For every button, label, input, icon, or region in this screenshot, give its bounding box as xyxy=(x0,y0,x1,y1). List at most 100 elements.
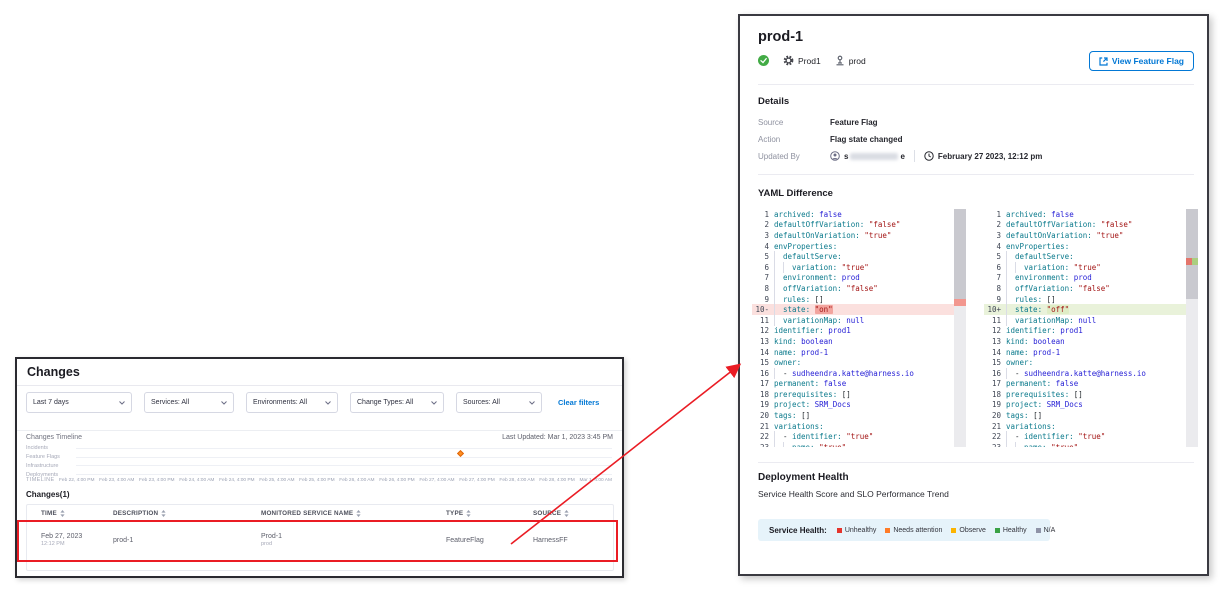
updated-by-name-redacted xyxy=(850,152,899,160)
legend-items: Unhealthy Needs attention Observe Healthy N/… xyxy=(836,526,1055,534)
yaml-token: prod xyxy=(1073,273,1092,283)
timeline-tick: Feb 28, 4:00 AM xyxy=(499,477,535,483)
filter-select-value: Sources: All xyxy=(463,399,500,406)
service-health-legend-title: Service Health: xyxy=(769,525,827,535)
yaml-token: false xyxy=(819,209,842,219)
yaml-token: owner: xyxy=(1006,358,1034,368)
yaml-token: kind: xyxy=(774,336,802,346)
line-number: 21 xyxy=(759,421,769,431)
yaml-token: prod-1 xyxy=(1033,347,1061,357)
diff-minimap xyxy=(954,209,966,447)
sort-icon xyxy=(466,509,471,517)
column-header-description[interactable]: DESCRIPTION xyxy=(113,509,261,517)
detail-title: prod-1 xyxy=(758,29,804,45)
yaml-token: tags: xyxy=(774,411,802,421)
legend-label: Healthy xyxy=(1002,526,1027,534)
line-number: 5 xyxy=(764,252,769,262)
last-updated-text: Last Updated: Mar 1, 2023 3:45 PM xyxy=(502,434,613,441)
indent-guide xyxy=(774,261,783,273)
line-number: 14 xyxy=(991,347,1001,357)
indent-guide xyxy=(1006,314,1015,326)
view-feature-flag-button[interactable]: View Feature Flag xyxy=(1088,51,1194,71)
line-number: 17 xyxy=(759,379,769,389)
line-number: 22 xyxy=(991,432,1001,442)
yaml-token: defaultOnVariation: xyxy=(1006,230,1097,240)
table-row[interactable]: Feb 27, 2023 12:12 PM prod-1 Prod-1 prod Feat… xyxy=(27,522,613,558)
sort-icon xyxy=(60,509,65,517)
line-number: 12 xyxy=(991,326,1001,336)
filter-select-2[interactable]: Environments: All xyxy=(246,392,338,413)
chevron-down-icon xyxy=(431,400,437,405)
timeline-tick: Feb 26, 4:00 PM xyxy=(379,477,415,483)
filter-select-3[interactable]: Change Types: All xyxy=(350,392,444,413)
yaml-line-17: 17 permanent: false xyxy=(984,379,1198,390)
line-number: 8 xyxy=(764,283,769,293)
changes-panel-header: Changes xyxy=(17,359,622,386)
yaml-token: "true" xyxy=(864,230,892,240)
yaml-line-12: 12 identifier: prod1 xyxy=(984,326,1198,337)
filter-select-0[interactable]: Last 7 days xyxy=(26,392,132,413)
column-header-source[interactable]: SOURCE xyxy=(533,509,613,517)
yaml-line-4: 4 envProperties: xyxy=(752,241,966,252)
table-cell-main: HarnessFF xyxy=(533,536,568,544)
line-number: 1 xyxy=(764,209,769,219)
line-number: 16 xyxy=(759,368,769,378)
updated-by-name-end: e xyxy=(900,151,905,161)
table-cell-main: Feb 27, 2023 xyxy=(41,533,83,540)
indent-guide xyxy=(774,251,783,262)
environment-entity: prod xyxy=(835,55,866,66)
timeline-row-line xyxy=(76,465,612,467)
yaml-token: state: xyxy=(1015,305,1047,315)
yaml-token: variation: xyxy=(1024,262,1074,272)
yaml-divider xyxy=(758,462,1194,463)
filter-select-value: Change Types: All xyxy=(357,399,414,406)
yaml-line-1: 1 archived: false xyxy=(752,209,966,220)
yaml-token: permanent: xyxy=(1006,379,1056,389)
indent-guide xyxy=(774,431,783,443)
indent-guide xyxy=(1006,431,1015,443)
yaml-token: identifier: xyxy=(1024,432,1079,442)
changes-panel-title: Changes xyxy=(27,365,80,379)
action-value: Flag state changed xyxy=(830,134,903,144)
yaml-token: false xyxy=(1051,209,1074,219)
details-heading: Details xyxy=(758,96,790,107)
column-header-type[interactable]: TYPE xyxy=(446,509,533,517)
minimap-diff-mark xyxy=(1186,258,1198,265)
line-number: 14 xyxy=(759,347,769,357)
source-label: Source xyxy=(758,117,784,127)
source-value: Feature Flag xyxy=(830,117,878,127)
environment-label: prod xyxy=(848,55,866,66)
yaml-token: "on" xyxy=(814,305,833,315)
filter-select-4[interactable]: Sources: All xyxy=(456,392,542,413)
line-number: 15 xyxy=(759,358,769,368)
yaml-token: environment: xyxy=(1015,273,1074,283)
yaml-token: boolean xyxy=(1033,336,1065,346)
yaml-token: prod1 xyxy=(828,326,851,336)
yaml-token: boolean xyxy=(801,336,833,346)
yaml-token: [] xyxy=(1046,294,1056,304)
yaml-line-22: 22 - identifier: "true" xyxy=(752,431,966,443)
yaml-token: null xyxy=(1078,315,1097,325)
minimap-diff-mark xyxy=(954,299,966,306)
timeline-tick: Feb 27, 4:00 PM xyxy=(459,477,495,483)
yaml-token: defaultOffVariation: xyxy=(1006,220,1101,230)
change-detail-panel: prod-1 Prod1 prod View Featur xyxy=(738,14,1209,576)
yaml-token: [] xyxy=(801,411,811,421)
column-header-time[interactable]: TIME xyxy=(41,509,113,517)
column-header-monitored-service-name[interactable]: MONITORED SERVICE NAME xyxy=(261,509,446,517)
yaml-token: "true" xyxy=(1051,443,1078,447)
yaml-line-10: 10+ state: "off" xyxy=(984,304,1198,315)
minimap-thumb[interactable] xyxy=(1186,209,1198,299)
environment-icon xyxy=(835,55,845,66)
yaml-token: "true" xyxy=(846,432,874,442)
yaml-token: name: xyxy=(1006,347,1034,357)
detail-row-updated-by: Updated By s e February 27 2023, 12:12 p… xyxy=(758,150,1042,162)
yaml-token: false xyxy=(1055,379,1079,389)
legend-item-unhealthy: Unhealthy xyxy=(836,527,876,534)
minimap-thumb[interactable] xyxy=(954,209,966,299)
minimap-del-mark xyxy=(1186,258,1192,265)
clear-filters-link[interactable]: Clear filters xyxy=(558,398,600,407)
filter-select-1[interactable]: Services: All xyxy=(144,392,234,413)
indent-guide xyxy=(774,283,783,294)
yaml-token: identifier: xyxy=(792,432,847,442)
